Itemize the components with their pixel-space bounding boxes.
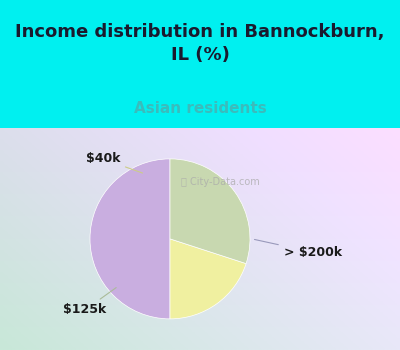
Wedge shape [170, 239, 246, 319]
Text: ⓘ City-Data.com: ⓘ City-Data.com [181, 177, 260, 187]
Text: Income distribution in Bannockburn,
IL (%): Income distribution in Bannockburn, IL (… [15, 23, 385, 63]
Text: > $200k: > $200k [254, 239, 342, 259]
Text: $125k: $125k [63, 288, 116, 316]
Wedge shape [90, 159, 170, 319]
Text: $40k: $40k [86, 152, 142, 173]
Text: Asian residents: Asian residents [134, 101, 266, 116]
Wedge shape [170, 159, 250, 264]
